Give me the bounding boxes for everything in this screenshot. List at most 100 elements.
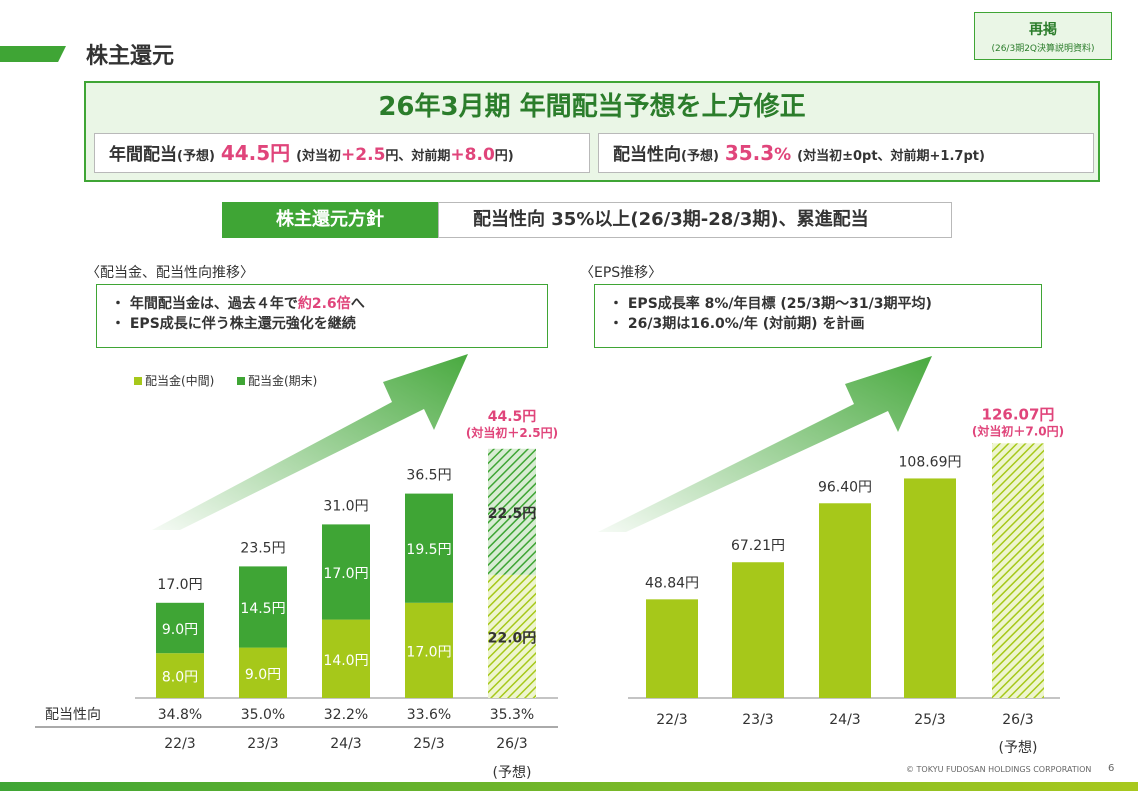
eps-category-label: 26/3 xyxy=(1002,712,1033,728)
eps-forecast-annotation: (対当初＋7.0円) xyxy=(972,423,1064,438)
eps-note-line2: ・ 26/3期は16.0%/年 (対前期) を計画 xyxy=(609,316,865,332)
eps-note-line1: ・ EPS成長率 8%/年目標 (25/3期〜31/3期平均) xyxy=(609,296,932,312)
eps-value-label: 108.69円 xyxy=(899,454,962,470)
eps-value-label: 48.84円 xyxy=(645,575,699,591)
payout-ratio-value: 35.3% xyxy=(490,707,534,723)
payout-ratio-value: 32.2% xyxy=(324,707,368,723)
repost-label: 再掲 xyxy=(1029,22,1057,38)
dividend-category-label: 25/3 xyxy=(413,736,444,752)
legend-interim-swatch xyxy=(134,377,142,385)
dividend-yearend-label: 19.5円 xyxy=(406,542,451,558)
dividend-total-label: 23.5円 xyxy=(240,540,285,556)
payout-ratio-box: 配当性向(予想) 35.3% (対当初±0pt、対前期+1.7pt) xyxy=(598,133,1094,173)
legend-yearend-label: 配当金(期末) xyxy=(248,373,317,388)
dividend-detail-close: 円) xyxy=(494,149,514,164)
eps-bar xyxy=(646,599,698,698)
dividend-note-line1-suffix: へ xyxy=(350,296,365,312)
dividend-bar-yearend xyxy=(322,524,370,620)
eps-bar xyxy=(732,562,784,698)
dividend-bar-interim xyxy=(405,602,453,698)
dividend-note-line1-prefix: ・ 年間配当金は、過去４年で xyxy=(111,296,298,312)
dividend-forecast-tag: (予想) xyxy=(177,149,215,164)
payout-label: 配当性向 xyxy=(613,145,681,165)
eps-value-label: 96.40円 xyxy=(818,479,872,495)
page-number: 6 xyxy=(1108,763,1115,774)
dividend-bar-yearend xyxy=(156,602,204,654)
dividend-bar-interim xyxy=(239,647,287,698)
dividend-forecast-annotation: (対当初＋2.5円) xyxy=(466,425,558,440)
annual-dividend-box: 年間配当(予想) 44.5円 (対当初+2.5円、対前期+8.0円) xyxy=(94,133,590,173)
dividend-interim-label: 8.0円 xyxy=(162,670,198,686)
dividend-bar-yearend xyxy=(405,493,453,603)
payout-row-label: 配当性向 xyxy=(45,707,101,723)
eps-bar xyxy=(819,503,871,698)
dividend-total-label: 36.5円 xyxy=(406,468,451,484)
eps-category-label: 22/3 xyxy=(656,712,687,728)
repost-badge: 再掲 (26/3期2Q決算説明資料) xyxy=(974,12,1112,60)
eps-section-title: 〈EPS推移〉 xyxy=(580,265,663,281)
dividend-yearend-label: 22.5円 xyxy=(488,506,537,522)
dividend-interim-label: 9.0円 xyxy=(245,667,281,683)
legend-interim-label: 配当金(中間) xyxy=(145,373,214,388)
payout-ratio-value: 35.0% xyxy=(241,707,285,723)
eps-bar xyxy=(992,443,1044,698)
payout-forecast-tag: (予想) xyxy=(681,149,719,164)
dividend-label: 年間配当 xyxy=(109,145,177,165)
footer-gradient-bar xyxy=(0,782,1138,791)
dividend-interim-label: 17.0円 xyxy=(406,644,451,660)
eps-value-label: 67.21円 xyxy=(731,538,785,554)
eps-category-label: 23/3 xyxy=(742,712,773,728)
dividend-vs-prior: +8.0 xyxy=(450,145,495,165)
dividend-category-label: 24/3 xyxy=(330,736,361,752)
repost-note: (26/3期2Q決算説明資料) xyxy=(991,44,1095,54)
payout-ratio-value: 34.8% xyxy=(158,707,202,723)
dividend-total-label: 31.0円 xyxy=(323,498,368,514)
dividend-detail-mid: 円、対前期 xyxy=(385,149,451,164)
growth-arrow-right xyxy=(598,356,932,532)
eps-value-label: 126.07円 xyxy=(982,405,1055,423)
dividend-category-label: 26/3 xyxy=(496,736,527,752)
dividend-note-box: ・ 年間配当金は、過去４年で約2.6倍へ ・ EPS成長に伴う株主還元強化を継続 xyxy=(96,284,548,348)
dividend-interim-label: 14.0円 xyxy=(323,653,368,669)
dividend-section-title: 〈配当金、配当性向推移〉 xyxy=(86,265,254,281)
page-title: 株主還元 xyxy=(86,44,175,69)
dividend-detail-open: (対当初 xyxy=(296,149,342,164)
dividend-value: 44.5円 xyxy=(220,141,291,165)
dividend-bar-yearend xyxy=(239,566,287,648)
dividend-note-line2: ・ EPS成長に伴う株主還元強化を継続 xyxy=(111,316,356,332)
dividend-bar-interim xyxy=(156,653,204,698)
copyright: © TOKYU FUDOSAN HOLDINGS CORPORATION xyxy=(906,765,1092,774)
dividend-bar-interim xyxy=(322,619,370,698)
payout-detail: (対当初±0pt、対前期+1.7pt) xyxy=(797,149,985,164)
dividend-interim-label: 22.0円 xyxy=(488,630,537,646)
dividend-bar-yearend xyxy=(488,448,536,575)
dividend-chart: 8.0円 9.0円 17.0円 34.8% 22/3 9.0円 14.5円 23.5円 35.0… xyxy=(156,409,558,781)
eps-note-box: ・ EPS成長率 8%/年目標 (25/3期〜31/3期平均) ・ 26/3期は… xyxy=(594,284,1042,348)
payout-ratio-value: 33.6% xyxy=(407,707,451,723)
eps-chart: 48.84円 22/3 67.21円 23/3 96.40円 24/3 108.69円 25/… xyxy=(645,405,1064,756)
dividend-yearend-label: 9.0円 xyxy=(162,622,198,638)
dividend-yearend-label: 17.0円 xyxy=(323,566,368,582)
payout-value: 35.3 xyxy=(724,141,775,165)
eps-category-label: 24/3 xyxy=(829,712,860,728)
policy-text: 配当性向 35%以上(26/3期-28/3期)、累進配当 xyxy=(438,202,952,238)
eps-category-sublabel: (予想) xyxy=(999,740,1038,756)
title-accent-bar xyxy=(0,46,66,62)
payout-unit: % xyxy=(774,145,792,165)
dividend-category-label: 23/3 xyxy=(247,736,278,752)
dividend-category-sublabel: (予想) xyxy=(493,765,532,781)
banner-title: 26年3月期 年間配当予想を上方修正 xyxy=(378,92,806,122)
policy-label: 株主還元方針 xyxy=(222,202,438,238)
dividend-category-label: 22/3 xyxy=(164,736,195,752)
growth-arrow-left xyxy=(152,354,468,530)
dividend-total-label: 17.0円 xyxy=(157,577,202,593)
dividend-bar-interim xyxy=(488,574,536,698)
dividend-vs-initial: +2.5 xyxy=(341,145,386,165)
dividend-note-highlight: 約2.6倍 xyxy=(297,296,351,312)
eps-category-label: 25/3 xyxy=(914,712,945,728)
dividend-yearend-label: 14.5円 xyxy=(240,601,285,617)
dividend-total-label: 44.5円 xyxy=(488,409,537,425)
eps-bar xyxy=(904,478,956,698)
legend-yearend-swatch xyxy=(237,377,245,385)
